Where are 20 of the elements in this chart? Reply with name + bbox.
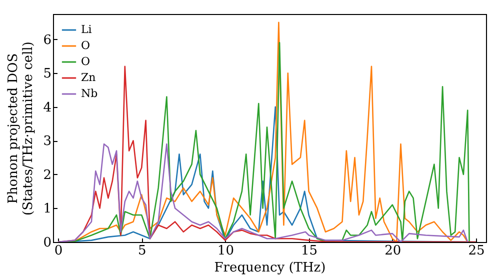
x-tick-label: 0 bbox=[54, 244, 63, 258]
legend-label: Li bbox=[81, 23, 92, 36]
legend-label: O bbox=[81, 39, 90, 52]
legend-label: Nb bbox=[81, 87, 98, 100]
y-tick-label: 3 bbox=[43, 134, 52, 150]
x-tick-label: 5 bbox=[138, 244, 146, 258]
line-series bbox=[57, 143, 468, 242]
y-tick-label: 6 bbox=[43, 32, 52, 48]
y-tick-label: 1 bbox=[43, 202, 52, 217]
y-axis-title: Phonon projected DOS (States/THz·primitive cell) bbox=[6, 41, 36, 216]
x-tick-label: 25 bbox=[468, 244, 485, 258]
x-axis-title: Frequency (THz) bbox=[214, 260, 326, 276]
y-tick-label: 2 bbox=[43, 168, 52, 183]
x-tick-label: 10 bbox=[217, 244, 234, 258]
y-tick-label: 5 bbox=[43, 66, 52, 82]
legend-label: Zn bbox=[81, 71, 96, 84]
x-tick-label: 15 bbox=[301, 244, 318, 258]
x-tick-label: 20 bbox=[384, 244, 402, 258]
y-tick-label: 4 bbox=[43, 100, 52, 116]
legend-label: O bbox=[81, 55, 90, 68]
